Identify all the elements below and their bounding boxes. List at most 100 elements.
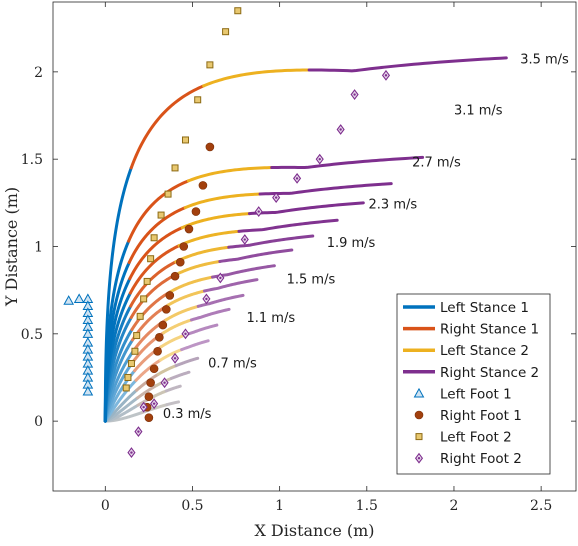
speed-label-layer: 0.3 m/s 0.7 m/s 1.1 m/s 1.5 m/s 1.9 m/s 2.3 m… xyxy=(163,53,569,423)
right-foot-2-marker-center xyxy=(173,357,177,360)
x-tick-label: 1.5 xyxy=(356,498,378,514)
trajectory-11-stance-4 xyxy=(218,248,294,263)
trajectory-16-stance-3 xyxy=(186,166,274,183)
legend-diamond-swatch-center xyxy=(417,457,421,460)
right-foot-2-marker-center xyxy=(257,210,260,213)
left-foot-2-marker xyxy=(143,277,151,285)
trajectory-15-stance-4 xyxy=(258,182,393,196)
trajectory-8-stance-4 xyxy=(196,293,245,308)
legend-label: Left Foot 2 xyxy=(440,430,512,446)
trajectory-11-stance-2 xyxy=(129,274,175,319)
left-foot-2-marker xyxy=(222,28,230,36)
right-foot-1-marker xyxy=(155,333,164,342)
right-foot-2-marker-center xyxy=(163,381,166,384)
trajectory-4-stance-1 xyxy=(103,388,139,423)
trajectory-14-stance-3 xyxy=(180,212,251,230)
trajectory-13-stance-3 xyxy=(177,229,241,248)
left-foot-2-marker xyxy=(133,332,141,340)
trajectory-8-stance-3 xyxy=(164,304,200,322)
legend-entry: Left Stance 2 xyxy=(403,343,529,359)
trajectory-1-stance-1 xyxy=(103,411,144,423)
legend-entry: Right Stance 1 xyxy=(403,322,539,338)
left-foot-2-marker xyxy=(127,360,135,368)
trajectory-5-stance-3 xyxy=(159,348,184,362)
speed-label: 3.5 m/s xyxy=(520,53,569,68)
trajectory-7-stance-3 xyxy=(162,318,193,335)
y-tick-label: 0 xyxy=(34,414,43,430)
x-tick-label: 0 xyxy=(101,498,110,514)
trajectory-2-stance-4 xyxy=(164,384,182,393)
trajectory-3-stance-2 xyxy=(136,383,159,400)
left-foot-2-marker xyxy=(206,61,214,69)
x-tick-label: 2 xyxy=(450,498,459,514)
right-foot-2-marker-center xyxy=(318,157,321,161)
y-axis-label: Y Distance (m) xyxy=(2,187,21,307)
trajectory-layer xyxy=(103,56,508,423)
speed-label: 1.1 m/s xyxy=(247,311,296,326)
left-foot-2-marker xyxy=(164,190,172,198)
right-foot-2-marker-center xyxy=(339,128,342,131)
right-foot-2-marker-center xyxy=(219,276,222,280)
right-foot-1-marker xyxy=(175,257,185,267)
legend-entry: Left Foot 1 xyxy=(413,386,512,402)
trajectory-4-stance-3 xyxy=(156,364,178,376)
trajectory-7-stance-4 xyxy=(189,307,231,322)
marker-layer xyxy=(63,7,391,458)
trajectory-15-stance-3 xyxy=(183,192,262,210)
speed-label: 2.3 m/s xyxy=(369,198,418,213)
trajectory-16-stance-4 xyxy=(270,155,425,170)
legend-label: Right Foot 1 xyxy=(440,408,522,424)
legend-box xyxy=(396,293,551,475)
trajectory-12-stance-4 xyxy=(227,234,315,249)
legend-entry: Right Foot 2 xyxy=(414,451,522,467)
speed-label: 0.3 m/s xyxy=(163,407,212,422)
trajectory-17-stance-2 xyxy=(129,84,206,170)
right-foot-1-marker xyxy=(191,207,201,216)
left-foot-1-marker xyxy=(73,293,85,303)
trajectory-11-stance-3 xyxy=(171,259,222,278)
left-foot-2-marker xyxy=(150,234,158,242)
y-tick-label: 2 xyxy=(34,65,43,81)
right-foot-1-marker xyxy=(165,291,175,300)
right-foot-2-marker-center xyxy=(152,402,156,405)
right-foot-1-marker xyxy=(146,378,155,388)
trajectory-17-stance-3 xyxy=(202,68,311,88)
trajectory-6-stance-4 xyxy=(183,323,219,337)
right-foot-2-marker-center xyxy=(243,238,246,241)
speed-label: 1.9 m/s xyxy=(327,236,376,251)
legend-entry: Left Stance 1 xyxy=(403,300,529,316)
speed-label: 2.7 m/s xyxy=(412,156,461,171)
right-foot-1-marker xyxy=(144,392,154,401)
right-foot-2-marker-center xyxy=(130,451,133,454)
trajectory-5-stance-4 xyxy=(180,339,210,352)
trajectory-4-stance-4 xyxy=(174,356,200,368)
legend-label: Right Stance 2 xyxy=(440,365,539,381)
right-foot-2-marker-center xyxy=(142,405,145,409)
trajectory-12-stance-2 xyxy=(129,260,178,308)
speed-label: 1.5 m/s xyxy=(287,273,336,288)
trajectory-6-stance-3 xyxy=(159,333,187,349)
x-tick-label: 0.5 xyxy=(181,498,203,514)
left-foot-2-marker xyxy=(147,255,155,263)
legend-triangle-swatch xyxy=(413,387,425,398)
trajectory-17-stance-1 xyxy=(103,166,133,423)
trajectory-16-stance-2 xyxy=(127,179,190,243)
trajectory-5-stance-2 xyxy=(134,358,163,382)
trajectory-1-stance-3 xyxy=(154,403,169,410)
legend-label: Left Foot 1 xyxy=(440,386,512,402)
trajectory-14-stance-2 xyxy=(128,226,184,281)
trajectory-10-stance-2 xyxy=(130,290,173,331)
trajectory-13-stance-4 xyxy=(237,218,339,233)
right-foot-2-marker-center xyxy=(384,74,388,77)
trajectory-13-stance-2 xyxy=(128,244,181,295)
trajectory-2-stance-3 xyxy=(152,389,168,398)
right-foot-2-marker-center xyxy=(274,196,278,199)
left-foot-2-marker xyxy=(140,295,148,303)
legend-label: Right Stance 1 xyxy=(440,322,539,338)
right-foot-1-marker xyxy=(198,181,208,190)
y-tick-label: 1 xyxy=(34,240,43,256)
x-tick-label: 1 xyxy=(275,498,284,514)
left-foot-2-marker xyxy=(171,164,179,172)
right-foot-2-marker-center xyxy=(295,177,299,180)
